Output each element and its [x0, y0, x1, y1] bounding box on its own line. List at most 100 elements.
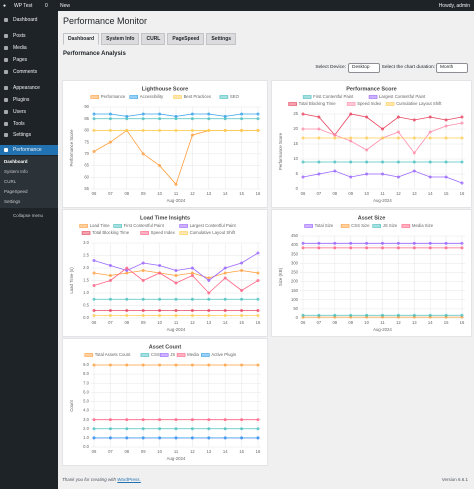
data-point[interactable]: [349, 241, 353, 245]
data-point[interactable]: [174, 281, 178, 285]
data-point[interactable]: [125, 418, 129, 422]
data-point[interactable]: [380, 160, 384, 164]
data-point[interactable]: [174, 182, 178, 186]
data-point[interactable]: [412, 169, 416, 173]
data-point[interactable]: [207, 276, 211, 280]
data-point[interactable]: [223, 271, 227, 275]
data-point[interactable]: [223, 418, 227, 422]
data-point[interactable]: [223, 436, 227, 440]
data-point[interactable]: [92, 308, 96, 312]
menu-item[interactable]: Appearance: [0, 83, 58, 93]
data-point[interactable]: [240, 297, 244, 301]
legend-label[interactable]: Performance: [101, 94, 126, 99]
data-point[interactable]: [256, 313, 260, 317]
data-point[interactable]: [174, 436, 178, 440]
legend-label[interactable]: Best Practices: [184, 94, 211, 99]
data-point[interactable]: [428, 136, 432, 140]
legend-label[interactable]: Speed Index: [151, 230, 176, 235]
data-point[interactable]: [207, 278, 211, 282]
data-point[interactable]: [207, 291, 211, 295]
data-point[interactable]: [301, 241, 305, 245]
data-point[interactable]: [444, 175, 448, 179]
data-point[interactable]: [460, 136, 464, 140]
legend-label[interactable]: CSS: [151, 352, 160, 357]
data-point[interactable]: [207, 427, 211, 431]
data-point[interactable]: [365, 115, 369, 119]
menu-item[interactable]: Media: [0, 43, 58, 53]
data-point[interactable]: [158, 264, 162, 268]
data-point[interactable]: [428, 160, 432, 164]
menu-item[interactable]: Plugins: [0, 95, 58, 105]
duration-select[interactable]: Month: [436, 63, 468, 73]
data-point[interactable]: [108, 140, 112, 144]
data-point[interactable]: [460, 160, 464, 164]
data-point[interactable]: [380, 241, 384, 245]
data-point[interactable]: [92, 313, 96, 317]
data-point[interactable]: [460, 241, 464, 245]
data-point[interactable]: [108, 297, 112, 301]
data-point[interactable]: [240, 427, 244, 431]
data-point[interactable]: [125, 313, 129, 317]
data-point[interactable]: [428, 313, 432, 317]
data-point[interactable]: [317, 160, 321, 164]
data-point[interactable]: [317, 127, 321, 131]
submenu-item[interactable]: PageSpeed: [4, 189, 28, 194]
data-point[interactable]: [301, 313, 305, 317]
data-point[interactable]: [380, 313, 384, 317]
data-point[interactable]: [190, 273, 194, 277]
data-point[interactable]: [317, 172, 321, 176]
data-point[interactable]: [108, 363, 112, 367]
data-point[interactable]: [444, 241, 448, 245]
data-point[interactable]: [125, 297, 129, 301]
menu-item[interactable]: Pages: [0, 55, 58, 65]
data-point[interactable]: [223, 128, 227, 132]
data-point[interactable]: [125, 308, 129, 312]
data-point[interactable]: [223, 117, 227, 121]
data-point[interactable]: [190, 266, 194, 270]
data-point[interactable]: [207, 418, 211, 422]
legend-label[interactable]: CSS Size: [351, 223, 370, 228]
data-point[interactable]: [207, 117, 211, 121]
data-point[interactable]: [412, 118, 416, 122]
data-point[interactable]: [317, 246, 321, 250]
data-point[interactable]: [190, 313, 194, 317]
data-point[interactable]: [174, 418, 178, 422]
legend-swatch[interactable]: [84, 353, 94, 357]
legend-swatch[interactable]: [179, 231, 188, 235]
data-point[interactable]: [240, 418, 244, 422]
data-point[interactable]: [141, 112, 145, 116]
data-point[interactable]: [207, 363, 211, 367]
legend-swatch[interactable]: [302, 95, 312, 99]
data-point[interactable]: [207, 112, 211, 116]
menu-item[interactable]: Tools: [0, 119, 58, 129]
data-point[interactable]: [349, 313, 353, 317]
data-point[interactable]: [125, 266, 129, 270]
data-point[interactable]: [301, 127, 305, 131]
data-point[interactable]: [412, 246, 416, 250]
data-point[interactable]: [380, 246, 384, 250]
data-point[interactable]: [92, 436, 96, 440]
legend-label[interactable]: Media Size: [412, 223, 434, 228]
collapse-menu[interactable]: Collapse menu: [13, 213, 44, 218]
submenu-item[interactable]: System Info: [4, 169, 28, 174]
tab[interactable]: System Info: [101, 33, 140, 45]
data-point[interactable]: [333, 136, 337, 140]
data-point[interactable]: [108, 427, 112, 431]
data-point[interactable]: [333, 133, 337, 137]
data-point[interactable]: [141, 427, 145, 431]
data-point[interactable]: [141, 261, 145, 265]
data-point[interactable]: [428, 130, 432, 134]
data-point[interactable]: [396, 175, 400, 179]
legend-swatch[interactable]: [372, 224, 382, 228]
data-point[interactable]: [174, 427, 178, 431]
data-point[interactable]: [207, 313, 211, 317]
data-point[interactable]: [256, 112, 260, 116]
data-point[interactable]: [412, 151, 416, 155]
submenu-item[interactable]: Settings: [4, 199, 21, 204]
data-point[interactable]: [301, 136, 305, 140]
data-point[interactable]: [108, 128, 112, 132]
legend-label[interactable]: Total Blocking Time: [92, 230, 130, 235]
data-point[interactable]: [141, 418, 145, 422]
data-point[interactable]: [141, 313, 145, 317]
data-point[interactable]: [349, 112, 353, 116]
